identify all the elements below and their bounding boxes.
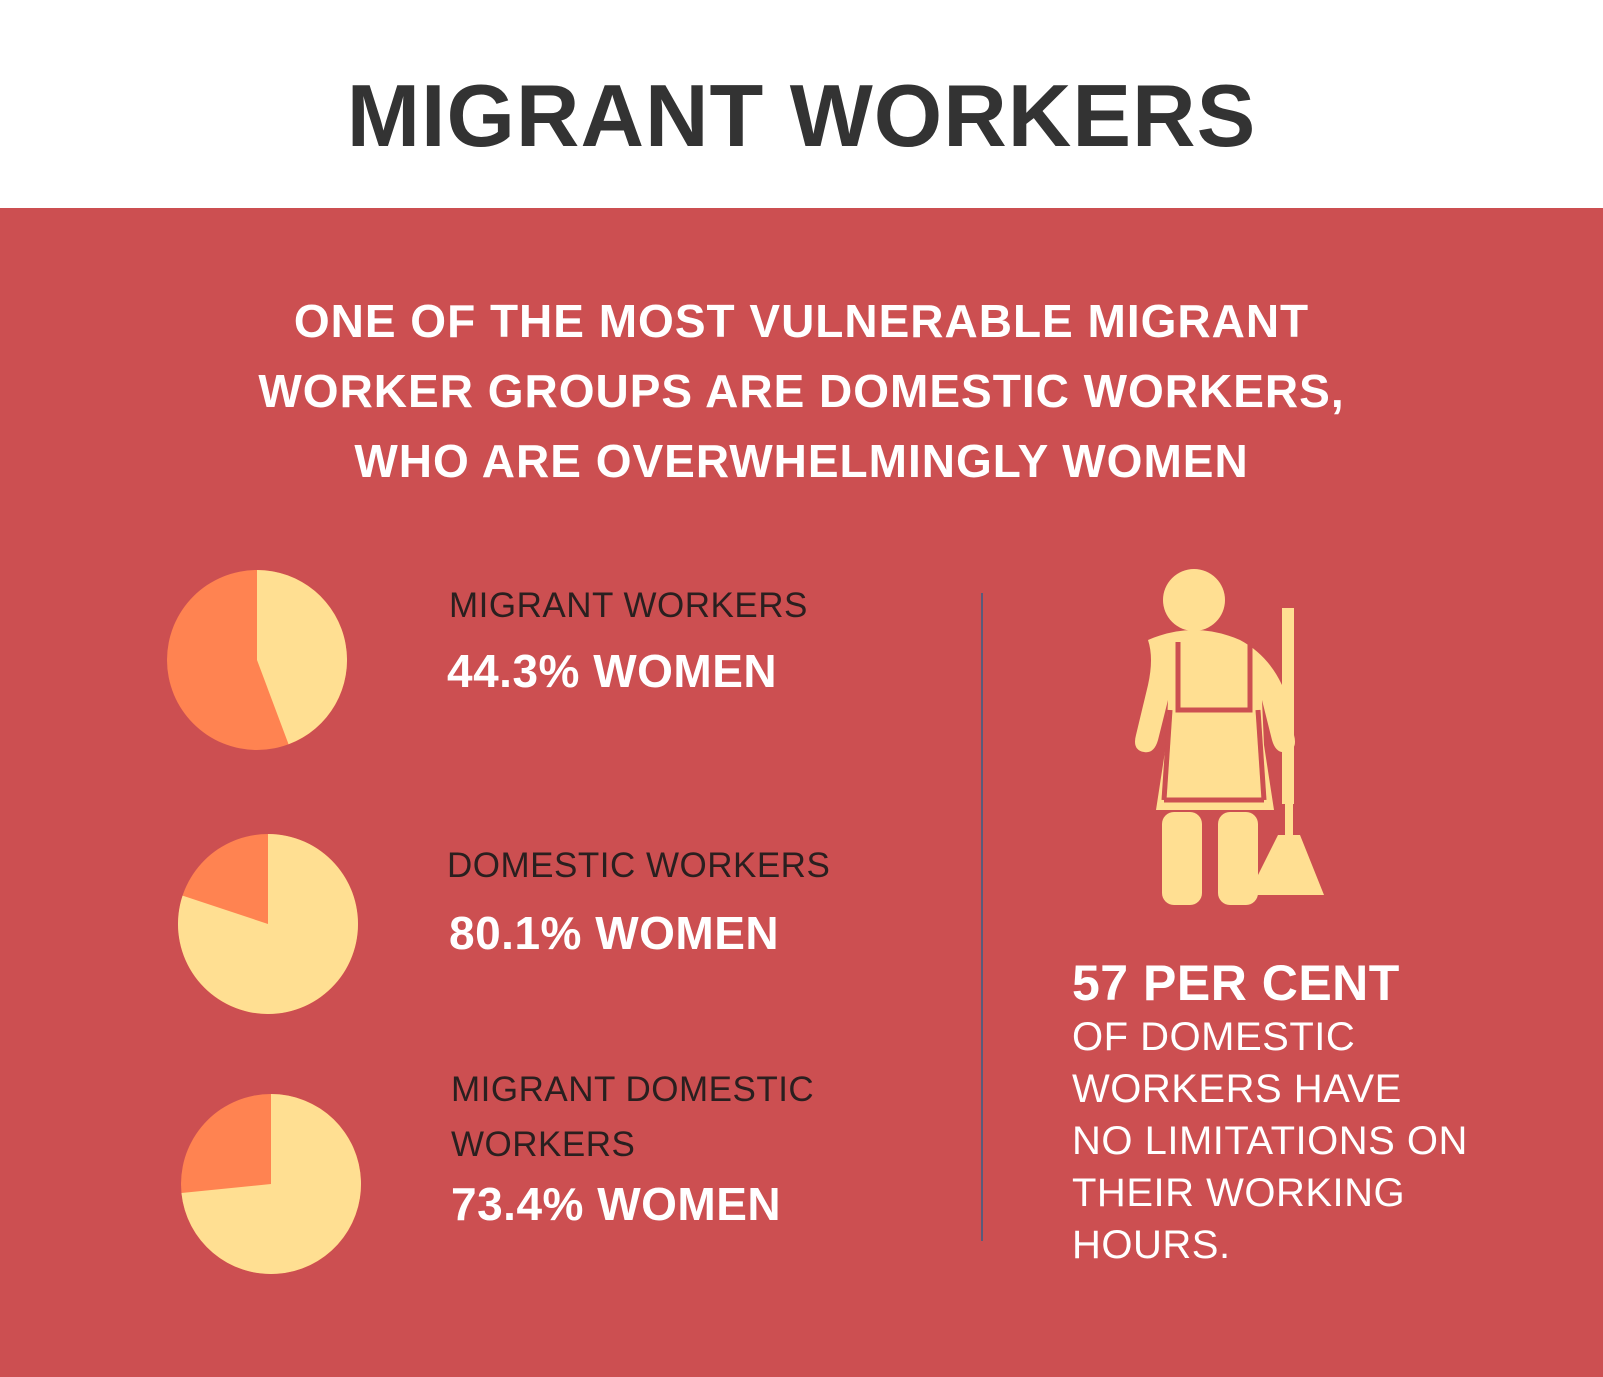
stat-label-migrant-workers: MIGRANT WORKERS [449,578,808,633]
headline: ONE OF THE MOST VULNERABLE MIGRANT WORKE… [80,286,1523,496]
pie-slice-women [181,1094,361,1274]
domestic-worker-broom-icon [1135,569,1324,905]
pie-slice-women [178,834,358,1014]
side-stat-line: HOURS. [1072,1223,1231,1267]
side-stat-line: OF DOMESTIC [1072,1015,1356,1059]
pie-slice-women [257,570,347,745]
stat-label-migrant-domestic-workers: MIGRANT DOMESTIC WORKERS [451,1062,814,1172]
side-stat-text: OF DOMESTIC WORKERS HAVE NO LIMITATIONS … [1072,1011,1468,1271]
side-stat-headline: 57 PER CENT [1072,955,1400,1011]
headline-line: ONE OF THE MOST VULNERABLE MIGRANT [293,295,1310,347]
page-title: MIGRANT WORKERS [346,66,1257,165]
side-stat-line: NO LIMITATIONS ON [1072,1119,1468,1163]
stat-label-domestic-workers: DOMESTIC WORKERS [447,838,830,893]
pie-chart-migrant-domestic-workers [181,1094,361,1274]
stat-label-line: MIGRANT WORKERS [449,586,808,625]
headline-line: WORKER GROUPS ARE DOMESTIC WORKERS, [258,365,1345,417]
divider [981,593,983,1241]
stat-label-line: WORKERS [451,1125,636,1164]
stat-label-line: DOMESTIC WORKERS [447,846,831,885]
side-stat-line: THEIR WORKING [1072,1171,1406,1215]
headline-line: WHO ARE OVERWHELMINGLY WOMEN [354,435,1249,487]
side-stat-line: WORKERS HAVE [1072,1067,1402,1111]
title-bar: MIGRANT WORKERS [0,0,1603,208]
stat-value-migrant-workers: 44.3% WOMEN [447,645,778,697]
pie-chart-migrant-workers [167,570,347,750]
pie-chart-domestic-workers [178,834,358,1014]
infographic-panel: ONE OF THE MOST VULNERABLE MIGRANT WORKE… [0,208,1603,1377]
stat-value-migrant-domestic-workers: 73.4% WOMEN [451,1178,782,1230]
stat-label-line: MIGRANT DOMESTIC [451,1070,815,1109]
stat-value-domestic-workers: 80.1% WOMEN [449,907,780,959]
